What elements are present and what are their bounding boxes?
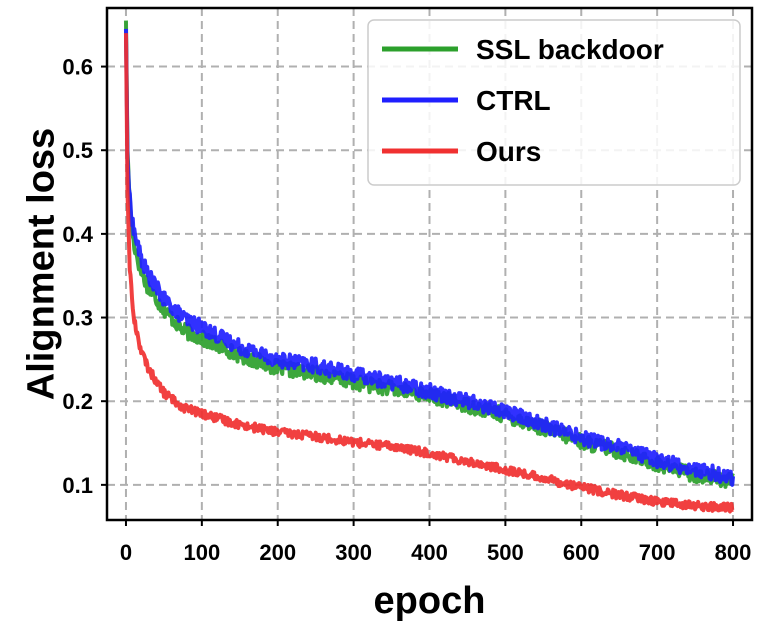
legend-label: Ours — [476, 136, 541, 167]
x-tick-label: 700 — [639, 540, 676, 565]
series-line-ctrl — [123, 28, 736, 487]
legend-label: SSL backdoor — [476, 34, 664, 65]
x-axis-label: epoch — [374, 580, 486, 622]
legend-label: CTRL — [476, 85, 551, 116]
x-tick-label: 100 — [183, 540, 220, 565]
x-tick-label: 800 — [715, 540, 752, 565]
x-tick-label: 200 — [259, 540, 296, 565]
series-line-ours — [123, 33, 735, 514]
series-lines — [123, 20, 736, 514]
x-tick-label: 600 — [563, 540, 600, 565]
y-axis-label: Alignment loss — [20, 128, 62, 400]
y-tick-label: 0.5 — [62, 138, 93, 163]
x-tick-label: 400 — [411, 540, 448, 565]
y-tick-label: 0.3 — [62, 306, 93, 331]
legend: SSL backdoor CTRL Ours — [367, 19, 741, 186]
y-tick-label: 0.1 — [62, 473, 93, 498]
y-tick-label: 0.4 — [62, 222, 93, 247]
y-tick-label: 0.2 — [62, 389, 93, 414]
x-tick-label: 0 — [120, 540, 132, 565]
x-tick-label: 300 — [335, 540, 372, 565]
legend-box — [367, 19, 741, 186]
x-tick-label: 500 — [487, 540, 524, 565]
axis-ticks: 0 100 200 300 400 500 600 700 800 0.1 0.2 0.3 0.4 0.5… — [62, 55, 751, 565]
y-tick-label: 0.6 — [62, 55, 93, 80]
